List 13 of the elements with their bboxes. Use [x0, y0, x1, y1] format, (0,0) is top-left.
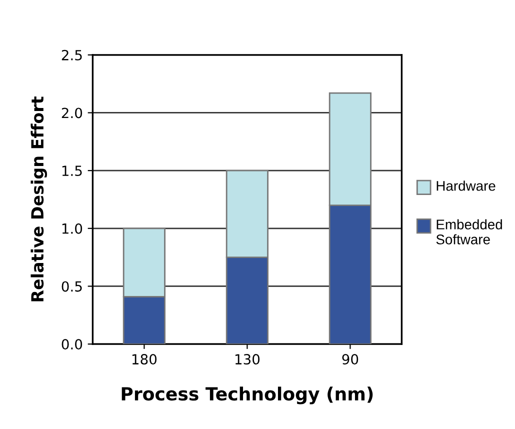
- x-axis-title: Process Technology (nm): [122, 386, 373, 404]
- legend-label: Embedded Software: [436, 219, 502, 244]
- y-tick-label: 1.0: [62, 223, 82, 234]
- y-tick-label: 1.5: [62, 166, 82, 176]
- x-tick-label: 180: [132, 354, 157, 365]
- legend-label: Hardware: [436, 180, 496, 191]
- y-tick-label: 0.5: [62, 281, 82, 292]
- y-tick-label: 0.0: [62, 339, 82, 350]
- x-tick-label: 90: [342, 354, 358, 365]
- x-tick-label: 130: [235, 354, 260, 365]
- y-tick-label: 2.5: [62, 50, 82, 60]
- y-tick-label: 2.0: [62, 108, 82, 118]
- y-axis-title: Relative Design Effort: [30, 96, 47, 302]
